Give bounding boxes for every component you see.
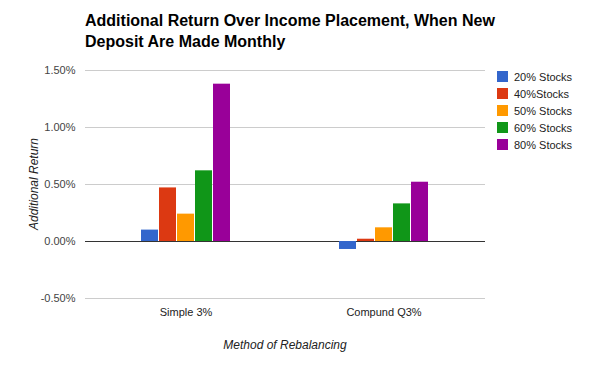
html-text:Additional Return: Additional Return — [27, 138, 41, 230]
html-text:50% Stocks: 50% Stocks — [514, 104, 573, 117]
svg-text:1.50%: 1.50% — [44, 64, 75, 76]
html-text:Method of Rebalancing: Method of Rebalancing — [223, 338, 347, 352]
html-text:80% Stocks: 80% Stocks — [514, 138, 573, 151]
svg-text:Compund Q3%: Compund Q3% — [346, 306, 421, 318]
svg-text:0.00%: 0.00% — [44, 235, 75, 247]
html-text:40%Stocks: 40%Stocks — [514, 87, 569, 100]
html-text:Additional Return Over Income: Additional Return Over Income Placement,… — [85, 12, 495, 50]
html-text:60% Stocks: 60% Stocks — [514, 121, 573, 134]
svg-text:0.50%: 0.50% — [44, 178, 75, 190]
svg-text:1.00%: 1.00% — [44, 121, 75, 133]
svg-text:Simple 3%: Simple 3% — [160, 306, 213, 318]
html-text:20% Stocks: 20% Stocks — [514, 70, 573, 83]
svg-text:-0.50%: -0.50% — [41, 292, 76, 304]
